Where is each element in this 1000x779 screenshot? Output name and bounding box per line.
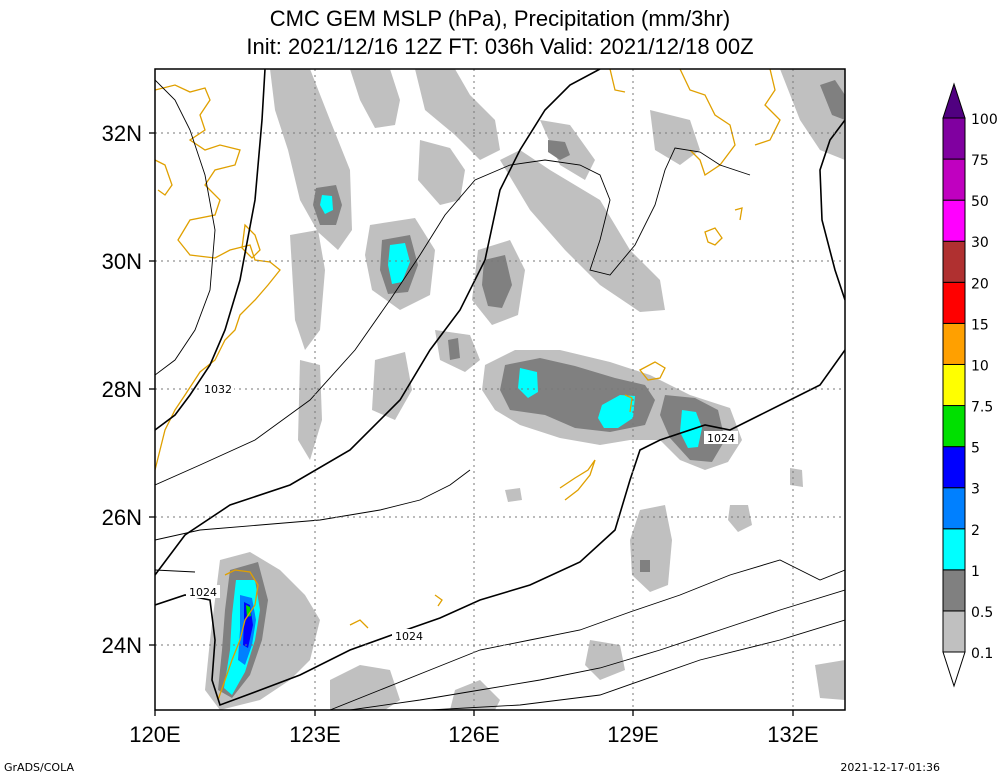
colorbar-swatch <box>942 199 966 242</box>
colorbar: 0.1 0.5 1 2 3 5 7.5 10 15 20 30 50 75 100 <box>942 82 998 688</box>
colorbar-label: 7.5 <box>971 400 993 416</box>
colorbar-label: 1 <box>971 564 980 580</box>
lat-label-30n: 30N <box>102 249 142 274</box>
footer-software: GrADS/COLA <box>4 761 74 774</box>
colorbar-label: 0.5 <box>971 605 993 621</box>
lon-labels: 120E 123E 126E 129E 132E <box>129 722 818 747</box>
colorbar-label: 100 <box>971 112 998 128</box>
colorbar-label: 20 <box>971 276 989 292</box>
lon-label-132e: 132E <box>767 722 818 747</box>
colorbar-swatch <box>942 446 966 489</box>
colorbar-label: 5 <box>971 441 980 457</box>
colorbar-swatch <box>942 610 966 653</box>
lon-label-120e: 120E <box>129 722 180 747</box>
plot-area: 1032 1024 1024 1024 <box>155 69 845 710</box>
colorbar-label: 10 <box>971 358 989 374</box>
lon-label-126e: 126E <box>448 722 499 747</box>
colorbar-label: 0.1 <box>971 646 993 662</box>
colorbar-swatch <box>942 322 966 365</box>
isobar-label-1024-south: 1024 <box>395 630 423 643</box>
map-subtitle: Init: 2021/12/16 12Z FT: 036h Valid: 202… <box>246 34 754 59</box>
isobar-label-1024-east: 1024 <box>707 432 735 445</box>
lon-label-129e: 129E <box>607 722 658 747</box>
isobar-label-1032: 1032 <box>204 383 232 396</box>
colorbar-swatch <box>942 487 966 530</box>
lat-label-24n: 24N <box>102 633 142 658</box>
lat-label-26n: 26N <box>102 505 142 530</box>
gridlines <box>155 69 845 710</box>
colorbar-top-tip <box>942 82 966 119</box>
isobars-thin <box>155 79 845 710</box>
axis-ticks <box>149 132 794 716</box>
coastline <box>155 69 781 701</box>
lon-label-123e: 123E <box>289 722 340 747</box>
colorbar-swatch <box>942 117 966 160</box>
isobars <box>155 69 845 707</box>
colorbar-label: 3 <box>971 482 980 498</box>
colorbar-swatch <box>942 405 966 448</box>
isobar-labels: 1032 1024 1024 1024 <box>186 382 738 643</box>
map-title: CMC GEM MSLP (hPa), Precipitation (mm/3h… <box>269 6 731 31</box>
lat-label-32n: 32N <box>102 121 142 146</box>
lat-labels: 24N 26N 28N 30N 32N <box>102 121 142 658</box>
colorbar-label: 2 <box>971 523 980 539</box>
colorbar-label: 30 <box>971 235 989 251</box>
colorbar-swatch <box>942 281 966 324</box>
colorbar-swatch <box>942 528 966 571</box>
colorbar-swatch <box>942 158 966 201</box>
colorbar-swatch <box>942 240 966 283</box>
colorbar-bottom-tip <box>942 651 966 688</box>
colorbar-swatch <box>942 363 966 407</box>
colorbar-swatch <box>942 569 966 612</box>
lat-label-28n: 28N <box>102 377 142 402</box>
colorbar-label: 75 <box>971 153 989 169</box>
isobar-label-1024-west: 1024 <box>189 586 217 599</box>
colorbar-label: 50 <box>971 194 989 210</box>
footer-timestamp: 2021-12-17-01:36 <box>840 761 940 774</box>
colorbar-label: 15 <box>971 317 989 333</box>
